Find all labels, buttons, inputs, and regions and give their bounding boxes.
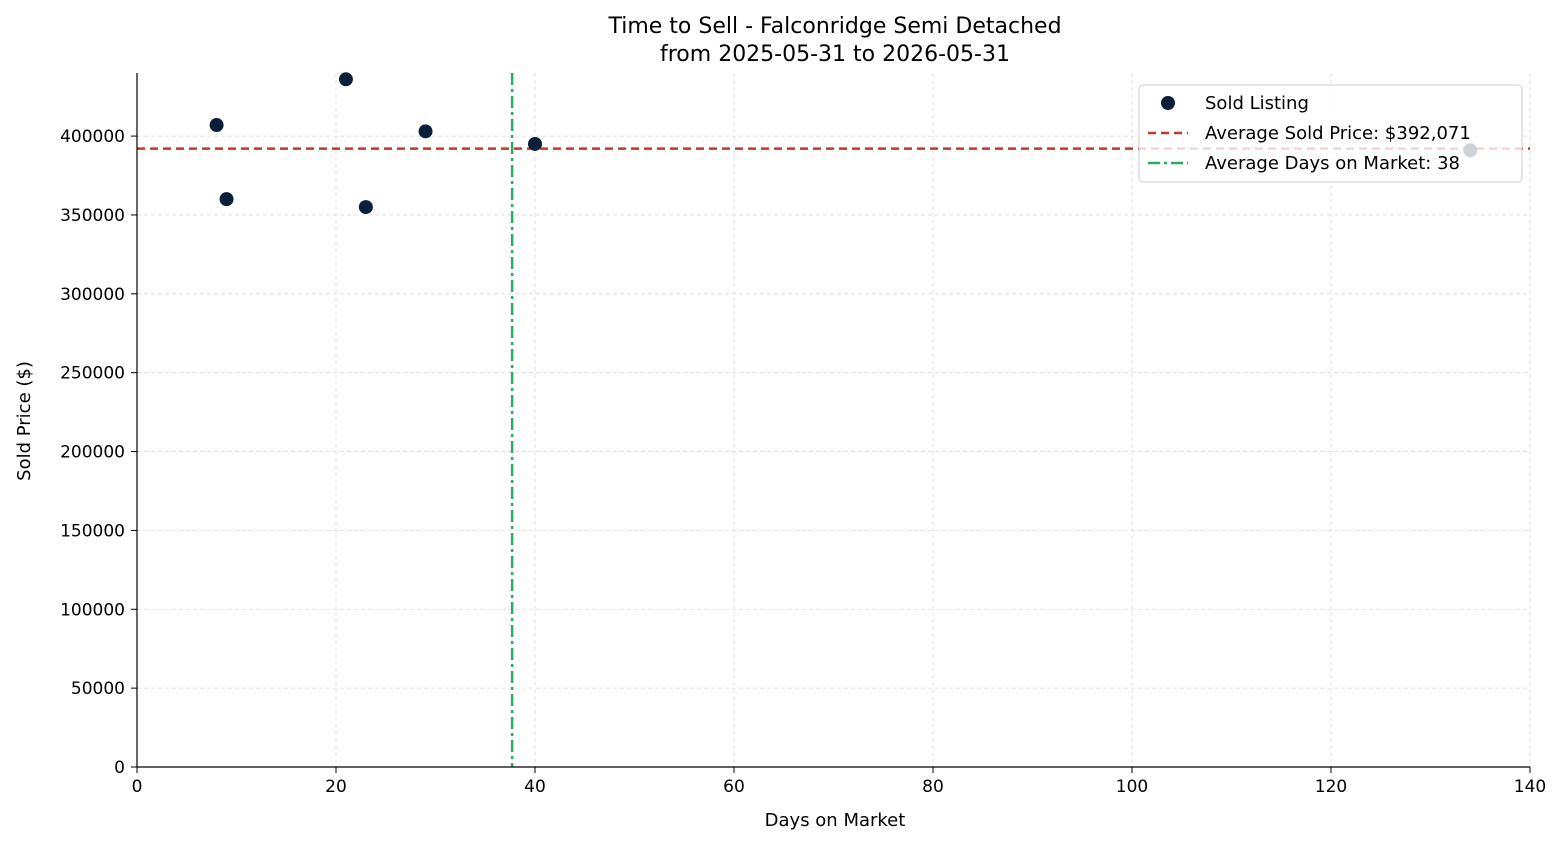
legend-label-sold-listing: Sold Listing (1205, 93, 1309, 114)
x-tick-label: 120 (1315, 777, 1347, 797)
chart-subtitle: from 2025-05-31 to 2026-05-31 (660, 42, 1010, 67)
y-tick-label: 0 (114, 758, 125, 778)
data-point (528, 136, 542, 151)
x-tick-label: 60 (723, 777, 745, 797)
x-tick-label: 100 (1116, 777, 1148, 797)
x-axis-label: Days on Market (765, 810, 906, 831)
y-axis-label: Sold Price ($) (14, 361, 35, 481)
legend: Sold Listing Average Sold Price: $392,07… (1138, 84, 1523, 183)
x-tick-label: 20 (325, 777, 347, 797)
data-point (418, 124, 433, 139)
data-point (219, 192, 234, 207)
y-tick-label: 300000 (60, 285, 125, 305)
chart-title: Time to Sell - Falconridge Semi Detached (607, 14, 1061, 39)
axes (136, 73, 1530, 768)
y-tick-label: 50000 (71, 679, 125, 699)
legend-label-average-days: Average Days on Market: 38 (1205, 153, 1460, 174)
y-tick-label: 250000 (60, 364, 125, 384)
y-tick-label: 200000 (60, 443, 125, 463)
y-axis-ticks: 0 50000 100000 150000 200000 250000 300000 3500… (60, 127, 137, 778)
data-point (209, 118, 224, 133)
x-tick-label: 140 (1514, 777, 1546, 797)
y-tick-label: 150000 (60, 521, 125, 541)
legend-label-average-price: Average Sold Price: $392,071 (1205, 123, 1471, 144)
y-tick-label: 350000 (60, 206, 125, 226)
data-point (338, 72, 353, 87)
y-tick-label: 100000 (60, 600, 125, 620)
legend-box (1138, 84, 1523, 183)
x-tick-label: 0 (132, 777, 143, 797)
x-axis-ticks: 0 20 40 60 80 100 120 140 (132, 767, 1546, 797)
legend-marker-sold-listing (1161, 96, 1175, 110)
x-tick-label: 80 (922, 777, 944, 797)
data-point (358, 200, 373, 215)
x-tick-label: 40 (524, 777, 546, 797)
y-tick-label: 400000 (60, 127, 125, 147)
